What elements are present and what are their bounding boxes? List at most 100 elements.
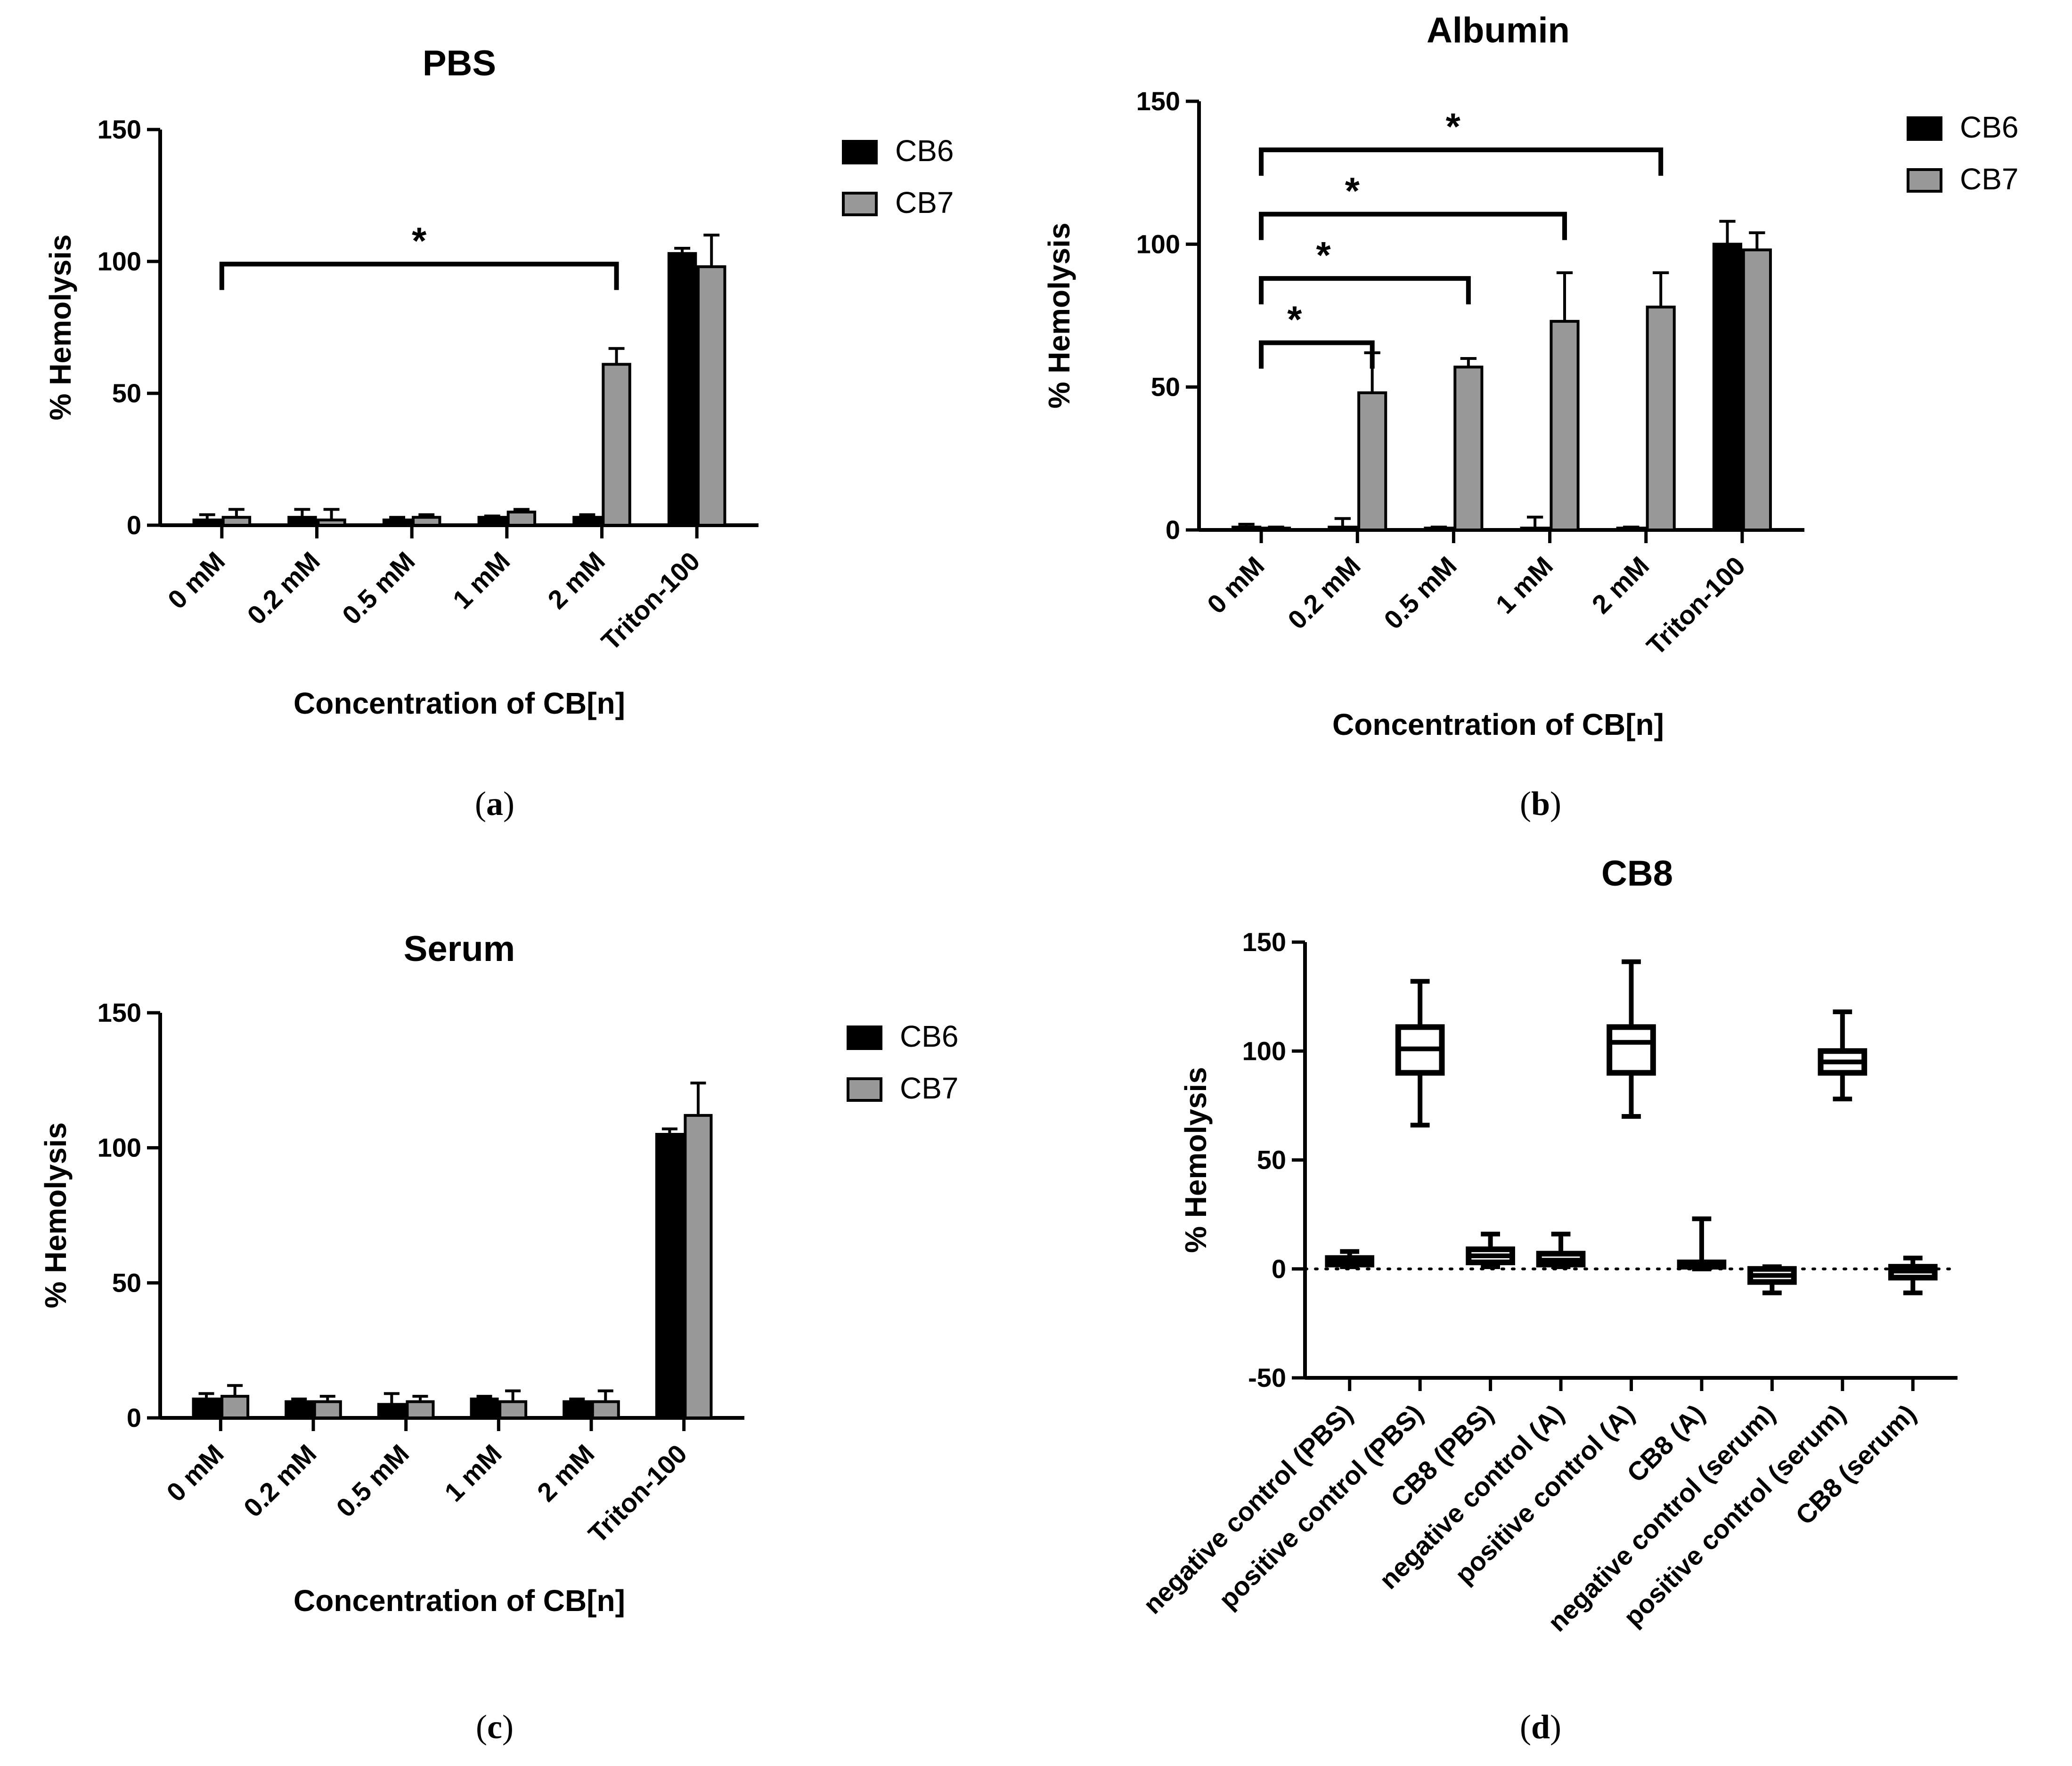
y-tick-label: 50: [112, 1268, 141, 1297]
box-body: [1607, 1024, 1656, 1076]
legend-swatch-cb7: [842, 192, 878, 216]
x-tick-label: 0.5 mM: [330, 1439, 415, 1523]
y-tick-label: 100: [98, 246, 141, 276]
bar-cb6: [563, 1400, 592, 1420]
bar-cb7: [1453, 366, 1484, 531]
x-axis-label: Concentration of CB[n]: [1332, 708, 1664, 741]
bar-cb6: [1328, 525, 1358, 532]
bar-cb6: [1712, 243, 1743, 531]
legend-label-cb6: CB6: [1960, 110, 2019, 144]
bar-cb7: [317, 518, 346, 527]
caption-d: (d): [1520, 1708, 1561, 1746]
caption-b: (b): [1520, 785, 1561, 822]
bar-cb7: [591, 1400, 620, 1420]
y-axis-label: % Hemolysis: [1179, 1067, 1213, 1253]
chart-a: PBS 0 50 100 150 % Hemolysis 0 mM 0.2 mM 0.5 mM 1…: [43, 43, 954, 720]
significance-bracket: [1259, 276, 1471, 305]
bar-cb7: [506, 511, 537, 527]
bar-cb6: [572, 516, 602, 527]
y-tick-label: -50: [1248, 1363, 1286, 1392]
y-tick-label: 150: [1242, 927, 1286, 957]
legend-label-cb7: CB7: [895, 186, 954, 220]
x-tick-label: 0 mM: [1201, 551, 1270, 619]
x-tick-label: Triton-100: [582, 1439, 693, 1549]
x-axis-label: Concentration of CB[n]: [294, 686, 625, 720]
significance-bracket: [1259, 212, 1567, 240]
bar-cb7: [1357, 391, 1387, 531]
y-tick-label: 0: [127, 510, 141, 540]
x-tick-label: 0.2 mM: [241, 546, 326, 630]
x-tick-label: 1 mM: [1490, 551, 1558, 619]
x-tick-label: Triton-100: [595, 546, 706, 656]
chart-title: CB8: [1601, 854, 1673, 894]
bar-cb6: [285, 1400, 314, 1420]
bar-cb6: [377, 1403, 406, 1419]
bar-cb7: [313, 1400, 342, 1420]
bar-cb7: [221, 516, 252, 527]
legend-swatch-cb7: [1907, 168, 1942, 193]
x-tick-label: Triton-100: [1641, 551, 1751, 661]
legend-swatch-cb7: [847, 1077, 882, 1102]
significance-star: *: [1446, 106, 1461, 147]
legend-label-cb6: CB6: [895, 134, 954, 168]
bar-cb7: [406, 1400, 435, 1420]
bar-cb7: [1646, 305, 1676, 531]
significance-star: *: [1316, 234, 1331, 276]
y-axis-label: % Hemolysis: [39, 1123, 73, 1309]
y-tick-label: 150: [1136, 86, 1180, 116]
y-tick-label: 100: [1136, 229, 1180, 259]
y-tick-label: 0: [127, 1403, 141, 1432]
x-tick-label: 0 mM: [161, 1439, 229, 1507]
significance-bracket: [1259, 147, 1664, 176]
x-tick-label: 2 mM: [1586, 551, 1655, 619]
y-tick-label: 0: [1166, 515, 1180, 545]
bar-cb7: [498, 1400, 528, 1420]
bar-cb6: [655, 1133, 684, 1419]
bar-cb7: [411, 516, 441, 527]
bar-cb7: [1742, 248, 1772, 531]
bar-cb6: [382, 518, 412, 527]
significance-bracket: [1259, 340, 1375, 369]
y-tick-label: 0: [1272, 1254, 1286, 1284]
significance-star: *: [1345, 170, 1360, 212]
y-axis-label: % Hemolysis: [1042, 223, 1076, 409]
chart-title: PBS: [423, 43, 496, 83]
x-tick-label: 0.2 mM: [1282, 551, 1366, 635]
bar-cb6: [192, 518, 222, 527]
bar-cb6: [287, 516, 317, 527]
caption-c: (c): [476, 1708, 514, 1746]
significance-star: *: [412, 220, 427, 262]
bar-cb6: [470, 1397, 499, 1420]
y-tick-label: 50: [1151, 372, 1180, 402]
y-tick-label: 150: [98, 114, 141, 144]
significance-bracket: [219, 261, 619, 290]
x-tick-label: 2 mM: [542, 546, 611, 615]
legend-swatch-cb6: [847, 1025, 882, 1050]
y-tick-label: 100: [1242, 1036, 1286, 1066]
legend-label-cb7: CB7: [900, 1071, 959, 1105]
caption-a: (a): [475, 785, 514, 822]
y-tick-label: 50: [112, 378, 141, 408]
bar-cb7: [1550, 320, 1580, 532]
bar-cb6: [667, 252, 697, 527]
legend-swatch-cb6: [1907, 116, 1942, 141]
bar-cb6: [477, 516, 507, 527]
chart-title: Albumin: [1427, 10, 1570, 50]
x-tick-label: 2 mM: [531, 1439, 600, 1507]
bar-cb7: [602, 363, 631, 527]
legend-label-cb7: CB7: [1960, 162, 2019, 196]
bar-cb7: [220, 1395, 250, 1419]
x-axis-label: Concentration of CB[n]: [294, 1584, 625, 1618]
chart-b: Albumin 0 50 100 150 % Hemolysis 0 mM 0.2 mM 0.5…: [1042, 10, 2019, 741]
x-tick-label: 1 mM: [447, 546, 516, 615]
bar-cb7: [684, 1114, 713, 1420]
y-tick-label: 100: [98, 1133, 141, 1163]
y-axis-label: % Hemolysis: [43, 235, 77, 421]
x-tick-label: CB8 (serum): [1790, 1399, 1922, 1530]
chart-title: Serum: [404, 929, 515, 969]
x-tick-label: 0 mM: [162, 546, 231, 615]
chart-c: Serum 0 50 100 150 % Hemolysis 0 mM 0.2 mM 0.5 m…: [39, 929, 959, 1618]
x-tick-label: 0.5 mM: [336, 546, 421, 630]
x-tick-label: 0.5 mM: [1378, 551, 1462, 635]
